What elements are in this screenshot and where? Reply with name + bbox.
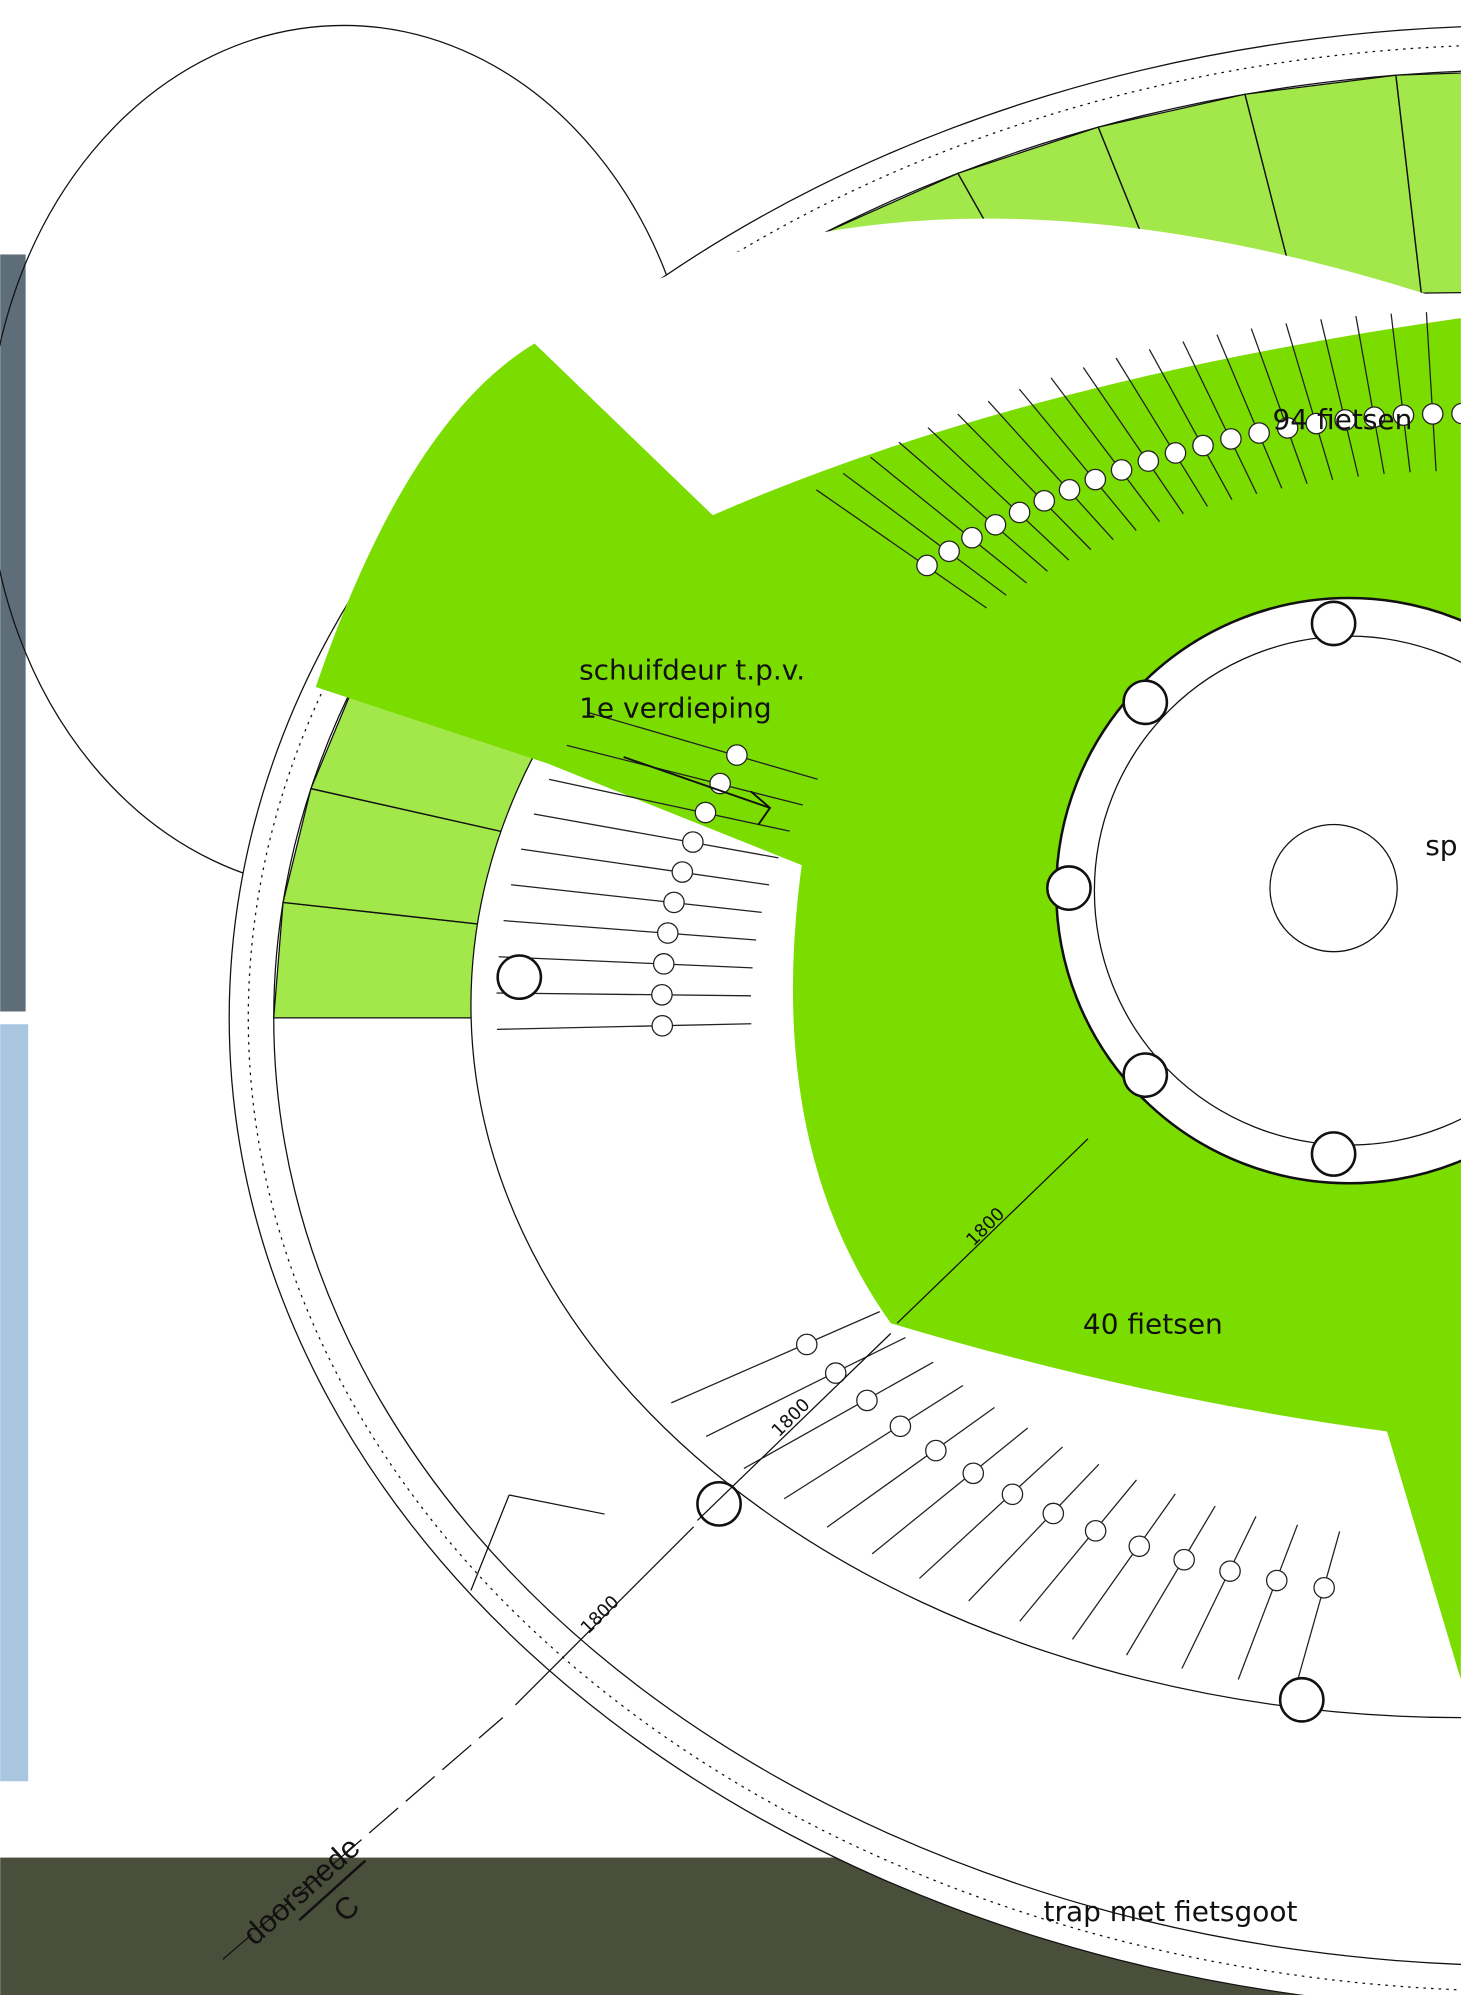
bike-seat	[1129, 1536, 1149, 1556]
bike-seat	[695, 802, 715, 822]
bike-seat	[797, 1334, 817, 1354]
bike-seat	[1423, 404, 1443, 424]
bike-seat	[1034, 491, 1054, 511]
column	[498, 956, 541, 999]
bike-seat	[926, 1440, 946, 1460]
bike-seat	[1165, 443, 1185, 463]
bike-seat	[890, 1416, 910, 1436]
bike-seat	[664, 892, 684, 912]
bike-seat	[1002, 1484, 1022, 1504]
bike-seat	[652, 1016, 672, 1036]
bike-seat	[1221, 429, 1241, 449]
bike-seat	[1059, 480, 1079, 500]
bike-seat	[1111, 460, 1131, 480]
bike-seat	[917, 555, 937, 575]
bike-seat	[1043, 1503, 1063, 1523]
bike-seat	[654, 954, 674, 974]
column	[1124, 1053, 1167, 1096]
bike-seat	[1138, 451, 1158, 471]
bike-seat	[1085, 1521, 1105, 1541]
column	[1124, 681, 1167, 724]
label: trap met fietsgoot	[1043, 1895, 1297, 1928]
column	[1312, 1132, 1355, 1175]
bike-seat	[985, 515, 1005, 535]
bike-seat	[672, 862, 692, 882]
bike-seat	[1249, 423, 1269, 443]
bike-seat	[1220, 1561, 1240, 1581]
bike-seat	[658, 923, 678, 943]
bike-seat	[1314, 1578, 1334, 1598]
bike-seat	[963, 1463, 983, 1483]
bike-seat	[1193, 435, 1213, 455]
photo-strip	[0, 1024, 28, 1781]
bike-seat	[1009, 502, 1029, 522]
label: schuifdeur t.p.v.	[579, 653, 805, 686]
column	[1047, 866, 1090, 909]
bike-seat	[939, 541, 959, 561]
bike-seat	[652, 985, 672, 1005]
bike-seat	[1174, 1550, 1194, 1570]
photo-strip	[0, 254, 25, 1011]
label: 40 fietsen	[1083, 1307, 1223, 1340]
label: 1e verdieping	[579, 692, 772, 725]
bike-seat	[1085, 469, 1105, 489]
bike-seat	[727, 745, 747, 765]
label: sp	[1425, 829, 1457, 862]
label: 94 fietsen	[1273, 403, 1413, 436]
column	[1312, 602, 1355, 645]
floor-plan: 94 fietsen schuifdeur t.p.v. 1e verdiepi…	[0, 0, 1461, 1995]
bike-seat	[962, 528, 982, 548]
column	[697, 1482, 740, 1525]
column	[1280, 1678, 1323, 1721]
bike-seat	[683, 832, 703, 852]
core-center	[1270, 824, 1397, 951]
bike-seat	[857, 1390, 877, 1410]
bike-seat	[1267, 1570, 1287, 1590]
